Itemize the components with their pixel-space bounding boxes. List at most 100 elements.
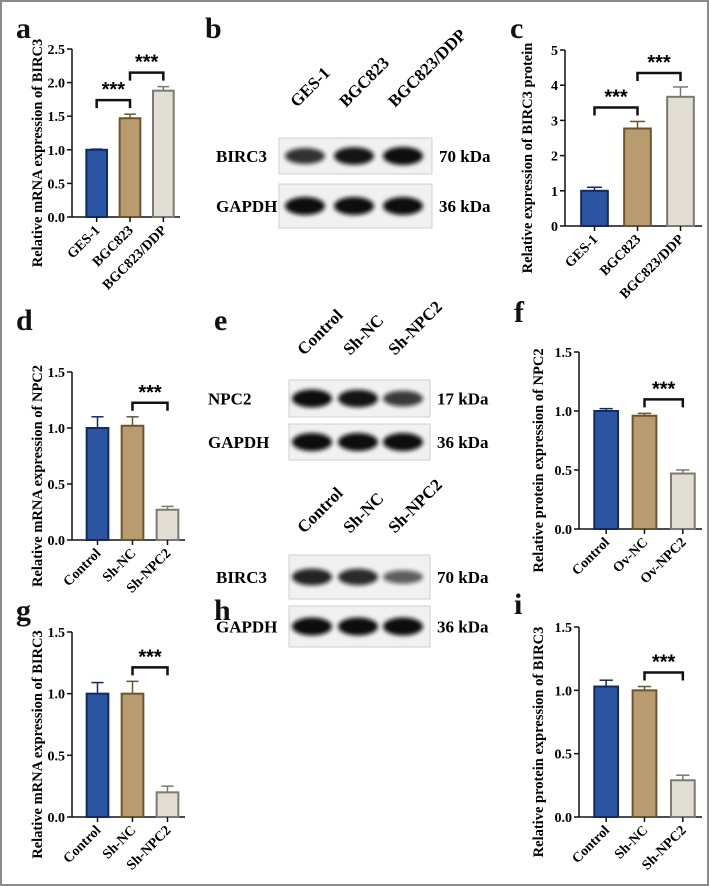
band xyxy=(383,197,423,215)
y-tick-label: 0.5 xyxy=(48,177,66,192)
significance-bracket xyxy=(131,666,169,676)
bar-bgc823 xyxy=(623,127,652,227)
panel-label-e: e xyxy=(214,304,228,337)
y-tick-label: 0.0 xyxy=(555,811,573,826)
significance-label: *** xyxy=(652,652,676,674)
y-tick-label: 0.5 xyxy=(48,749,66,764)
bar-control xyxy=(85,692,110,819)
panel-label-d: d xyxy=(16,304,33,337)
lane-label: BGC823/DDP xyxy=(384,25,470,111)
significance-label: *** xyxy=(138,646,162,668)
band xyxy=(383,390,423,407)
panel-label-c: c xyxy=(510,12,524,45)
x-tick-label: Control xyxy=(61,546,105,590)
band xyxy=(383,570,423,584)
bar-sh-npc2 xyxy=(669,779,696,818)
panel-label-i: i xyxy=(514,588,523,621)
band xyxy=(285,197,325,215)
significance-label: *** xyxy=(604,86,628,108)
protein-label: GAPDH xyxy=(216,197,277,216)
molecular-weight-label: 36 kDa xyxy=(437,433,489,452)
y-tick-label: 1.0 xyxy=(555,684,573,699)
protein-label: BIRC3 xyxy=(216,568,267,587)
y-axis-label: Relative mRNA expression of NPC2 xyxy=(30,365,46,587)
protein-label: BIRC3 xyxy=(216,147,267,166)
bar-ov-npc2 xyxy=(669,472,696,531)
bar-bgc823 xyxy=(118,117,142,218)
bar-sh-nc xyxy=(120,692,145,819)
y-tick-label: 1 xyxy=(551,185,558,200)
chart-c: 0 1 2 3 4 5 Relative expression of BIRC3 prote… xyxy=(520,43,702,302)
molecular-weight-label: 17 kDa xyxy=(437,390,489,409)
significance-bracket xyxy=(128,71,165,81)
band xyxy=(383,433,423,451)
bar-sh-nc xyxy=(120,424,145,542)
band xyxy=(338,568,378,586)
lane-label: Control xyxy=(293,483,346,536)
y-axis-label: Relative mRNA expression of BIRC3 xyxy=(30,630,46,859)
y-axis-label: Relative mRNA expression of BIRC3 xyxy=(30,39,46,268)
panel-label-g: g xyxy=(16,594,31,627)
bar-bgc823/ddp xyxy=(666,95,695,228)
significance-bracket xyxy=(131,401,169,411)
significance-bracket xyxy=(636,71,682,81)
lane-label: Sh-NC xyxy=(339,311,387,359)
y-tick-label: 0.0 xyxy=(48,811,66,826)
band xyxy=(292,389,332,408)
significance-label: *** xyxy=(652,378,676,400)
chart-i: 0.0 0.5 1.0 1.5 Relative protein expression … xyxy=(531,621,702,873)
y-tick-label: 0.0 xyxy=(48,534,66,549)
y-tick-label: 4 xyxy=(551,79,558,94)
lane-label: Sh-NPC2 xyxy=(384,297,446,359)
significance-bracket xyxy=(643,671,685,681)
panel-label-h: h xyxy=(214,594,231,627)
y-tick-label: 1.0 xyxy=(48,144,66,159)
y-tick-label: 0.5 xyxy=(48,478,66,493)
significance-label: *** xyxy=(138,382,162,404)
band xyxy=(334,197,374,215)
y-tick-label: 1.5 xyxy=(555,621,573,636)
y-axis-label: Relative protein expression of BIRC3 xyxy=(531,627,547,858)
band xyxy=(338,389,378,408)
band xyxy=(338,433,378,451)
bar-ges-1 xyxy=(85,148,109,218)
lane-label: Sh-NPC2 xyxy=(384,475,446,537)
y-axis-label: Relative protein expression of NPC2 xyxy=(531,348,547,572)
protein-label: GAPDH xyxy=(208,433,269,452)
y-tick-label: 2.0 xyxy=(48,77,66,92)
protein-label: GAPDH xyxy=(216,618,277,637)
molecular-weight-label: 36 kDa xyxy=(439,197,491,216)
y-tick-label: 3 xyxy=(551,114,558,129)
y-tick-label: 1.0 xyxy=(555,405,573,420)
y-tick-label: 1.0 xyxy=(48,422,66,437)
y-tick-label: 1.5 xyxy=(555,346,573,361)
significance-label: *** xyxy=(647,52,671,74)
y-tick-label: 2 xyxy=(551,150,558,165)
lane-label: GES-1 xyxy=(286,63,334,111)
panel-label-f: f xyxy=(514,296,524,329)
lane-label: Sh-NC xyxy=(339,489,387,537)
panel-label-b: b xyxy=(205,12,222,45)
molecular-weight-label: 70 kDa xyxy=(439,147,491,166)
bar-sh-nc xyxy=(631,689,658,818)
band xyxy=(292,568,332,586)
bar-sh-npc2 xyxy=(155,791,180,818)
band xyxy=(292,433,332,451)
bar-control xyxy=(593,685,620,818)
y-tick-label: 0.5 xyxy=(555,464,573,479)
bar-sh-npc2 xyxy=(155,508,180,542)
bar-control xyxy=(85,427,110,541)
y-tick-label: 0.5 xyxy=(555,748,573,763)
y-tick-label: 1.5 xyxy=(48,366,66,381)
x-tick-label: GES-1 xyxy=(563,232,602,271)
bar-ov-nc xyxy=(631,414,658,530)
y-tick-label: 1.5 xyxy=(48,626,66,641)
bar-ges-1 xyxy=(580,189,609,228)
